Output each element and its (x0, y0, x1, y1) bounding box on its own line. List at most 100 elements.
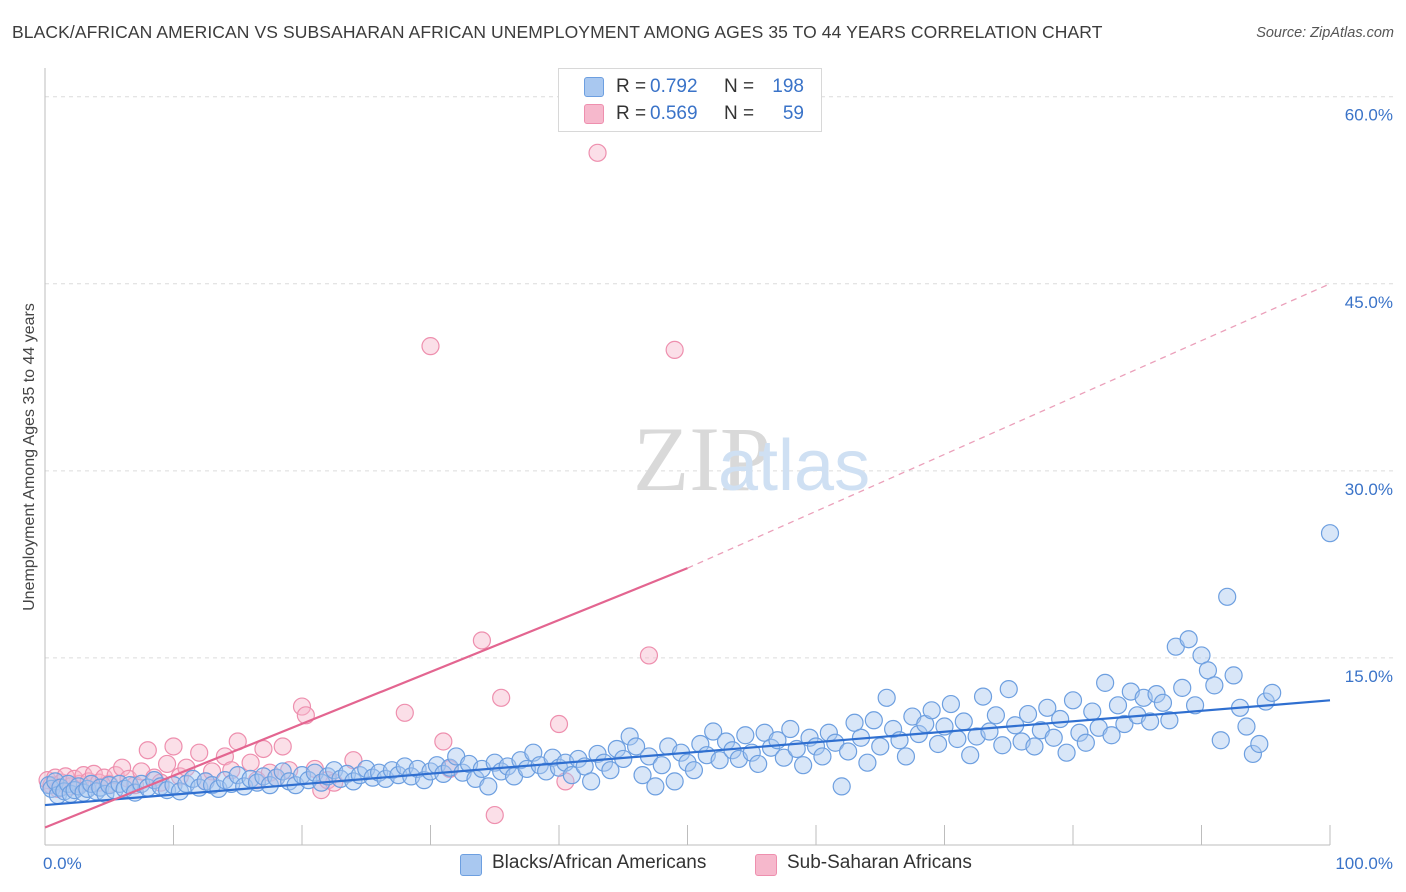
point-blacks (973, 687, 993, 706)
point-subsaharan (549, 714, 569, 734)
trend-line-subsaharan (44, 567, 688, 829)
axes (44, 68, 1331, 846)
point-blacks (839, 742, 858, 761)
legend-swatch-blue (584, 77, 604, 97)
point-blacks (736, 726, 755, 745)
trend-lines (44, 283, 1331, 829)
point-blacks (1076, 733, 1095, 752)
point-blacks (1173, 678, 1192, 697)
tick-labels: 15.0% 30.0% 45.0% 60.0% 0.0% 100.0% (43, 106, 1393, 873)
point-blacks (1198, 661, 1218, 680)
watermark-atlas: atlas (718, 426, 870, 506)
point-blacks (337, 764, 357, 784)
point-blacks (1070, 723, 1089, 742)
point-subsaharan (292, 697, 312, 716)
point-subsaharan (138, 741, 157, 760)
point-subsaharan (492, 688, 511, 707)
point-blacks (1243, 744, 1263, 764)
watermark-zip: ZIP (633, 408, 771, 510)
point-blacks (1237, 717, 1256, 736)
point-blacks (845, 713, 864, 732)
point-blacks (761, 738, 781, 757)
legend-n-value: 59 (782, 103, 804, 124)
point-subsaharan (485, 805, 504, 825)
point-blacks (980, 722, 999, 741)
point-blacks (1320, 524, 1340, 543)
point-blacks (1108, 696, 1128, 715)
point-blacks (877, 688, 896, 707)
point-blacks (954, 712, 973, 731)
legend-r-value: 0.792 (650, 76, 698, 97)
bottom-legend-label: Blacks/African Americans (492, 852, 707, 873)
point-blacks (774, 748, 793, 767)
point-blacks (928, 734, 948, 754)
point-blacks (273, 762, 292, 781)
legend-r-label: R = (616, 76, 647, 97)
point-blacks (652, 756, 671, 775)
point-blacks (941, 694, 961, 714)
point-blacks (922, 701, 941, 720)
point-blacks (479, 777, 498, 796)
point-blacks (1051, 709, 1070, 729)
point-blacks (710, 751, 729, 770)
point-blacks (1115, 714, 1134, 734)
point-blacks (1185, 696, 1205, 715)
point-subsaharan (273, 737, 292, 756)
watermark: ZIP atlas (633, 408, 870, 510)
point-blacks (1140, 712, 1160, 731)
point-blacks (1096, 673, 1115, 692)
point-subsaharan (434, 732, 453, 751)
point-blacks (1038, 698, 1057, 717)
legend-n-label: N = (724, 76, 755, 97)
point-subsaharan (254, 739, 273, 759)
point-blacks (646, 777, 665, 796)
point-blacks (569, 749, 588, 769)
trend-line-blacks (44, 699, 1331, 807)
point-blacks (1018, 704, 1038, 724)
point-blacks (1263, 683, 1282, 702)
y-tick-label: 60.0% (1345, 106, 1393, 125)
point-blacks (961, 746, 980, 765)
point-blacks (665, 772, 684, 791)
point-blacks (1102, 726, 1121, 745)
bottom-legend-swatch-pink (755, 854, 777, 876)
point-blacks (601, 761, 620, 780)
point-blacks (781, 719, 800, 739)
legend-r-label: R = (616, 103, 647, 124)
point-subsaharan (665, 340, 684, 359)
y-tick-label: 45.0% (1345, 293, 1393, 312)
point-blacks (826, 733, 845, 752)
point-blacks (1160, 711, 1179, 730)
point-blacks (704, 722, 723, 741)
chart-title: BLACK/AFRICAN AMERICAN VS SUBSAHARAN AFR… (12, 22, 1103, 42)
point-blacks (1057, 743, 1076, 762)
point-blacks (871, 737, 890, 756)
point-blacks (999, 680, 1018, 699)
point-subsaharan (588, 143, 607, 162)
point-blacks (582, 772, 601, 791)
legend-r-value: 0.569 (650, 103, 698, 124)
point-subsaharan (395, 703, 414, 722)
point-blacks (1205, 676, 1224, 695)
point-blacks (1083, 702, 1102, 721)
point-blacks (832, 777, 851, 796)
point-blacks (986, 706, 1006, 725)
x-tick-label: 100.0% (1335, 854, 1393, 873)
point-blacks (1224, 666, 1243, 685)
point-subsaharan (202, 762, 222, 781)
y-tick-label: 30.0% (1345, 480, 1393, 499)
point-subsaharan (639, 646, 659, 665)
legend-swatch-pink (584, 104, 604, 124)
y-tick-label: 15.0% (1345, 667, 1393, 686)
point-blacks (749, 754, 768, 774)
point-blacks (864, 711, 883, 730)
source-credit: Source: ZipAtlas.com (1256, 25, 1394, 41)
point-subsaharan (421, 337, 440, 356)
point-subsaharan (190, 743, 209, 762)
point-blacks (858, 753, 877, 772)
bottom-legend-label: Sub-Saharan Africans (787, 852, 972, 873)
point-subsaharan (241, 753, 260, 772)
legend-n-value: 198 (772, 76, 804, 97)
point-blacks (170, 782, 190, 801)
